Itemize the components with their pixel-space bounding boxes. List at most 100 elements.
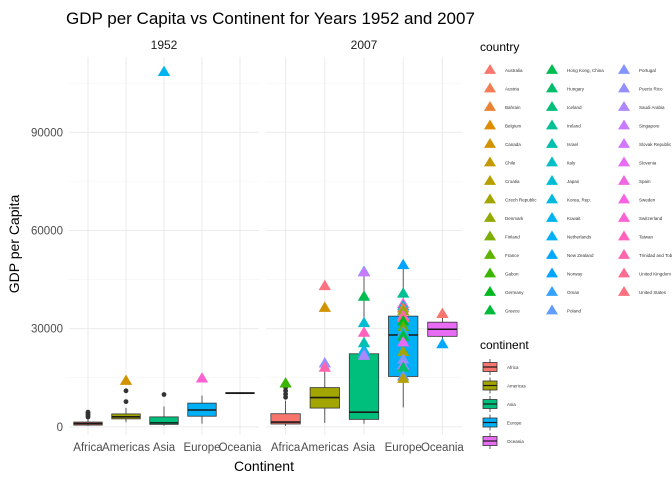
country-legend-item: United States [618,286,667,296]
country-legend-key [618,249,630,259]
country-legend-item: Slovenia [618,156,657,167]
country-legend-item: Ireland [546,119,581,130]
country-legend-item: Norway [546,267,583,278]
country-legend-label: Denmark [505,216,524,221]
country-point [318,361,331,372]
panel-strip-label: 1952 [151,38,178,52]
country-legend-key [618,212,630,222]
country-legend-item: Switzerland [618,212,663,222]
box-outlier [85,409,91,415]
country-legend-key [484,101,496,111]
country-legend-label: Ireland [567,124,581,129]
country-legend-item: Germany [484,286,524,296]
country-point [397,372,410,383]
box-oceania [427,314,458,345]
country-legend-item: Singapore [618,119,660,130]
country-point [279,377,292,388]
x-tick-label: Asia [153,442,176,454]
country-legend-label: Japan [567,179,580,184]
continent-legend-title: continent [480,338,529,352]
country-legend-key [484,304,496,315]
box-body [348,353,380,420]
country-point [397,345,410,356]
country-point [397,353,410,364]
country-legend-label: Greece [505,309,520,314]
country-legend-item: Bahrain [484,101,521,111]
box-body [270,413,301,425]
country-legend-key [546,82,558,93]
country-legend-item: Denmark [484,212,524,222]
country-legend-key [484,138,496,148]
country-legend-item: Oman [546,286,580,296]
country-legend-label: Hong Kong, China [567,68,604,73]
country-legend-key [546,119,558,130]
country-legend-label: United States [639,290,667,295]
country-legend-label: Korea, Rep. [567,198,591,203]
country-legend-key [618,119,630,130]
country-point [397,361,410,372]
country-legend-item: Puerto Rico [618,82,663,93]
country-legend-label: Saudi Arabia [639,105,665,110]
country-legend-key [484,175,496,185]
country-legend-label: Finland [505,235,520,240]
country-legend-label: Spain [639,179,651,184]
y-tick-label: 90000 [31,127,63,139]
country-legend-key [618,101,630,111]
country-legend-item: Greece [484,304,520,315]
country-legend-key [546,64,558,74]
country-legend-item: Croatia [484,175,520,185]
continent-legend-item: Europe [482,414,522,431]
country-legend-label: Bahrain [505,105,521,110]
y-tick-label: 60000 [31,225,63,237]
country-legend-key [546,138,558,148]
country-legend-key [546,286,558,296]
x-tick-label: Europe [385,442,422,454]
country-legend-item: Chile [484,156,516,167]
country-point [397,258,410,270]
x-tick-label: Europe [183,442,220,454]
continent-legend-label: Africa [507,365,519,370]
country-legend-key [484,156,496,167]
y-tick-label: 0 [57,422,63,434]
box-americas [111,378,141,423]
country-legend-item: Kuwait [546,212,581,222]
country-legend-item: Italy [546,156,576,167]
country-legend-item: Netherlands [546,230,592,241]
country-legend-label: Iceland [567,105,582,110]
country-point [157,65,171,77]
country-legend-label: Canada [505,142,521,147]
country-legend-label: Oman [567,290,580,295]
country-legend-item: Korea, Rep. [546,193,591,204]
country-legend-item: Sweden [618,193,656,204]
country-legend-key [484,119,496,130]
country-legend-item: Finland [484,230,520,241]
country-legend-item: Poland [546,304,582,315]
country-point [397,330,410,341]
country-legend-key [546,249,558,259]
country-legend-label: Slovenia [639,161,657,166]
country-legend-item: New Zealand [546,249,594,259]
country-point [436,307,449,319]
country-legend-item: France [484,249,520,259]
country-legend-label: Poland [567,309,582,314]
country-point [357,316,371,328]
country-legend-label: Singapore [639,124,660,129]
country-legend-label: Australia [505,68,523,73]
box-africa [73,409,103,426]
country-legend-label: Croatia [505,179,520,184]
country-legend-label: Netherlands [567,235,592,240]
country-point [119,374,133,385]
chart-title: GDP per Capita vs Continent for Years 19… [66,9,475,28]
country-point [357,349,371,360]
country-legend-item: Israel [546,138,578,148]
box-africa [270,381,301,426]
x-tick-label: Asia [353,442,376,454]
panel-2007: 2007 Africa Americas Asia Europe Oceania [266,38,464,454]
country-point [357,266,371,277]
continent-legend-label: Asia [507,402,516,407]
country-legend-key [484,64,496,74]
country-legend-item: Saudi Arabia [618,101,665,111]
country-legend: country Australia Austria Bahrain Belgium Can… [480,40,672,315]
country-legend-label: Italy [567,161,576,166]
